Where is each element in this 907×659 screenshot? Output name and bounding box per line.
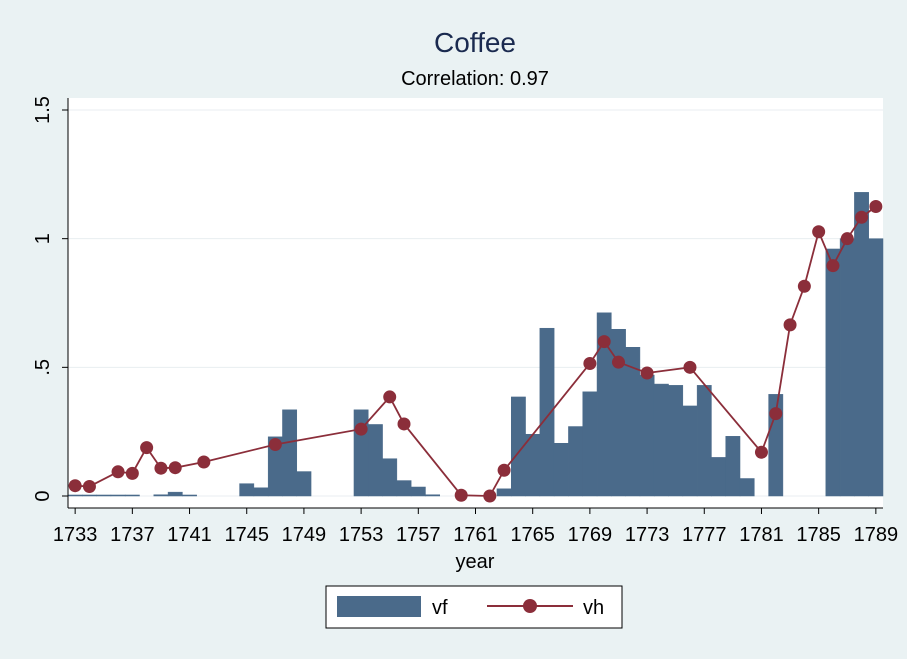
bar-vf-1786 bbox=[825, 248, 841, 497]
bar-vf-1748 bbox=[282, 409, 298, 497]
bar-vf-1755 bbox=[382, 458, 398, 497]
x-tick-label-1741: 1741 bbox=[167, 524, 212, 546]
point-vh-1770 bbox=[597, 335, 611, 349]
bar-vf-1775 bbox=[668, 385, 684, 497]
bar-vf-1740 bbox=[167, 491, 183, 497]
bar-vf-1734 bbox=[82, 494, 97, 497]
x-tick-label-1789: 1789 bbox=[854, 524, 899, 546]
point-vh-1788 bbox=[855, 210, 869, 224]
point-vh-1773 bbox=[640, 366, 654, 380]
bar-vf-1776 bbox=[682, 405, 698, 497]
x-tick-label-1769: 1769 bbox=[568, 524, 613, 546]
x-tick-label-1761: 1761 bbox=[453, 524, 498, 546]
bar-vf-1787 bbox=[839, 238, 855, 497]
point-vh-1776 bbox=[683, 360, 697, 374]
x-tick-label-1737: 1737 bbox=[110, 524, 155, 546]
x-tick-label-1777: 1777 bbox=[682, 524, 727, 546]
point-vh-1762 bbox=[483, 489, 497, 503]
x-tick-label-1733: 1733 bbox=[53, 524, 98, 546]
point-vh-1782 bbox=[769, 407, 783, 421]
x-tick-label-1757: 1757 bbox=[396, 524, 441, 546]
bar-vf-1739 bbox=[153, 494, 169, 497]
bar-vf-1737 bbox=[124, 494, 140, 497]
bar-vf-1789 bbox=[868, 238, 884, 497]
bar-vf-1756 bbox=[396, 480, 412, 497]
point-vh-1783 bbox=[783, 318, 797, 332]
point-vh-1784 bbox=[797, 279, 811, 293]
bar-vf-1782 bbox=[768, 394, 784, 497]
bar-vf-1745 bbox=[239, 483, 255, 497]
point-vh-1769 bbox=[583, 356, 597, 370]
bar-vf-1788 bbox=[854, 192, 869, 497]
point-vh-1771 bbox=[611, 355, 625, 369]
point-vh-1747 bbox=[268, 438, 282, 452]
point-vh-1785 bbox=[812, 225, 826, 239]
point-vh-1734 bbox=[82, 479, 96, 493]
x-tick-label-1785: 1785 bbox=[796, 524, 841, 546]
bar-vf-1779 bbox=[725, 436, 741, 497]
point-vh-1742 bbox=[197, 455, 211, 469]
bar-vf-1758 bbox=[425, 494, 441, 497]
y-tick-label-3: 1.5 bbox=[32, 96, 54, 124]
bar-vf-1765 bbox=[525, 433, 541, 497]
point-vh-1739 bbox=[154, 461, 168, 475]
point-vh-1753 bbox=[354, 422, 368, 436]
x-ticks: 1733 1737 1741 1745 1749 1753 1757 1761 1765 1769… bbox=[53, 508, 898, 546]
bar-vf-1778 bbox=[711, 457, 726, 497]
point-vh-1787 bbox=[840, 232, 854, 246]
bar-series-vf bbox=[67, 192, 884, 497]
x-tick-label-1773: 1773 bbox=[625, 524, 670, 546]
bar-vf-1777 bbox=[696, 385, 712, 497]
point-vh-1740 bbox=[168, 461, 182, 475]
bar-vf-1780 bbox=[739, 478, 755, 497]
y-ticks: 0 .5 1 1.5 bbox=[32, 96, 68, 502]
bar-vf-1769 bbox=[582, 391, 598, 497]
bar-vf-1774 bbox=[653, 383, 669, 497]
x-tick-label-1781: 1781 bbox=[739, 524, 784, 546]
bar-vf-1733 bbox=[67, 494, 83, 497]
point-vh-1763 bbox=[497, 463, 511, 477]
bar-vf-1757 bbox=[410, 486, 426, 497]
point-vh-1789 bbox=[869, 200, 883, 213]
point-vh-1756 bbox=[397, 417, 411, 431]
chart-title: Coffee bbox=[434, 27, 516, 58]
x-tick-label-1753: 1753 bbox=[339, 524, 384, 546]
x-tick-label-1765: 1765 bbox=[510, 524, 555, 546]
bar-vf-1773 bbox=[639, 374, 655, 497]
point-vh-1781 bbox=[754, 445, 768, 459]
bar-vf-1766 bbox=[539, 327, 555, 497]
bar-vf-1746 bbox=[253, 487, 269, 497]
plot-area bbox=[68, 98, 883, 508]
bar-vf-1754 bbox=[368, 424, 383, 497]
bar-vf-1741 bbox=[182, 494, 197, 497]
point-vh-1733 bbox=[68, 479, 82, 493]
legend-swatch-vf bbox=[337, 596, 421, 617]
legend-label-vh: vh bbox=[583, 597, 604, 619]
point-vh-1786 bbox=[826, 259, 840, 273]
bar-vf-1763 bbox=[496, 488, 512, 497]
point-vh-1760 bbox=[454, 488, 468, 502]
bar-vf-1736 bbox=[110, 494, 126, 497]
bar-vf-1767 bbox=[553, 442, 569, 497]
y-tick-label-1: .5 bbox=[32, 359, 54, 376]
bar-vf-1735 bbox=[96, 494, 112, 497]
line-series-vh bbox=[68, 200, 883, 503]
x-axis-label: year bbox=[456, 551, 495, 573]
y-tick-label-2: 1 bbox=[32, 233, 54, 244]
bar-vf-1749 bbox=[296, 471, 312, 497]
point-vh-1737 bbox=[125, 466, 139, 480]
point-vh-1755 bbox=[383, 390, 397, 404]
legend: vf vh bbox=[325, 585, 623, 629]
chart-subtitle: Correlation: 0.97 bbox=[401, 68, 549, 90]
point-vh-1738 bbox=[140, 441, 154, 455]
legend-swatch-vh-marker bbox=[523, 599, 537, 613]
legend-label-vf: vf bbox=[432, 597, 448, 619]
x-tick-label-1749: 1749 bbox=[282, 524, 327, 546]
point-vh-1736 bbox=[111, 465, 125, 479]
bar-vf-1768 bbox=[568, 426, 583, 497]
y-tick-label-0: 0 bbox=[32, 490, 54, 501]
x-tick-label-1745: 1745 bbox=[224, 524, 269, 546]
